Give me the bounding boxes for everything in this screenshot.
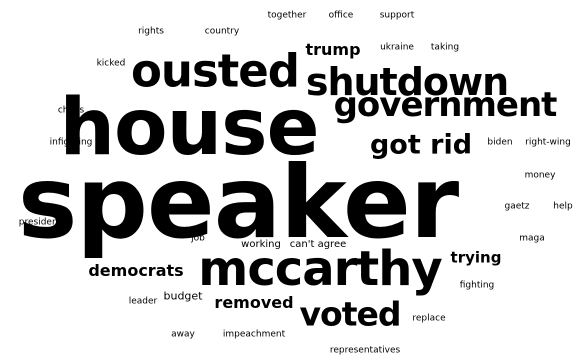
word-away: away <box>171 329 195 340</box>
word-taking: taking <box>430 42 460 53</box>
word-mccarthy: mccarthy <box>198 241 442 297</box>
word-money: money <box>524 170 556 181</box>
word-government: government <box>333 85 558 125</box>
word-job: job <box>191 233 205 244</box>
word-replace: replace <box>412 313 446 324</box>
word-fired: fired <box>28 185 50 196</box>
word-speaker: speaker <box>17 144 459 261</box>
word-trying: trying <box>450 248 502 267</box>
word-ukraine: ukraine <box>380 42 414 53</box>
word-infighting: infighting <box>49 137 93 148</box>
word-together: together <box>267 10 307 21</box>
word-maga: maga <box>519 233 545 244</box>
word-leader: leader <box>128 296 158 307</box>
word-office: office <box>328 10 354 21</box>
word-kicked: kicked <box>96 58 126 69</box>
word-country: country <box>204 26 240 37</box>
word-budget: budget <box>163 289 203 303</box>
word-right-wing: right-wing <box>525 137 571 148</box>
word-representatives: representatives <box>329 345 401 356</box>
word-house: house <box>59 83 320 173</box>
word-voted: voted <box>299 294 402 334</box>
word-removed: removed <box>214 293 294 312</box>
word-impeachment: impeachment <box>222 329 286 340</box>
word-ousted: ousted <box>131 44 300 98</box>
word-president: president <box>18 217 62 228</box>
word-support: support <box>379 10 415 21</box>
word-biden: biden <box>487 137 513 148</box>
word-working: working <box>241 239 281 250</box>
word-got-rid: got rid <box>369 129 473 161</box>
word-rights: rights <box>138 26 164 37</box>
word-help: help <box>553 201 573 212</box>
word-shutdown: shutdown <box>305 60 509 104</box>
word-cant-agree: can't agree <box>289 239 347 250</box>
word-fighting: fighting <box>459 280 495 291</box>
word-democrats: democrats <box>88 261 184 280</box>
word-chaos: chaos <box>57 105 85 116</box>
word-gaetz: gaetz <box>504 201 530 212</box>
word-trump: trump <box>305 40 361 59</box>
